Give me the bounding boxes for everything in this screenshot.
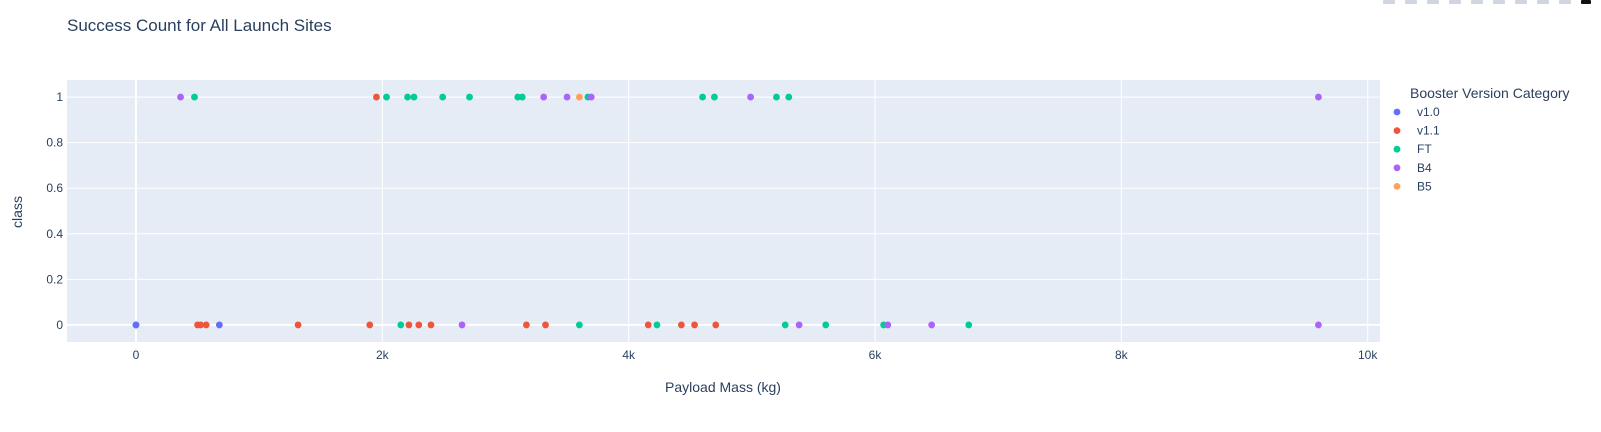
data-point[interactable] — [523, 321, 530, 329]
data-point[interactable] — [518, 93, 526, 101]
data-point[interactable] — [699, 93, 706, 101]
plot-area[interactable] — [67, 80, 1380, 342]
legend-item[interactable]: B4 — [1393, 161, 1432, 175]
data-point[interactable] — [587, 93, 595, 101]
legend-label: v1.1 — [1417, 124, 1440, 138]
data-point[interactable] — [540, 93, 548, 101]
data-point[interactable] — [373, 93, 380, 101]
data-point[interactable] — [575, 321, 583, 329]
plotly-logo-icon[interactable] — [1581, 0, 1591, 4]
data-point[interactable] — [773, 93, 780, 101]
data-point[interactable] — [1315, 93, 1322, 101]
grid-lines — [67, 80, 1380, 342]
x-axis: 0 2k 4k 6k 8k 10k — [133, 348, 1379, 362]
y-tick-label: 0.8 — [46, 136, 63, 150]
data-point[interactable] — [397, 321, 405, 329]
data-point[interactable] — [177, 93, 184, 101]
legend-item[interactable]: FT — [1393, 142, 1433, 156]
y-tick-label: 0 — [56, 318, 63, 332]
series-v1.1[interactable] — [194, 93, 720, 329]
camera-icon[interactable] — [1383, 0, 1395, 4]
data-point[interactable] — [405, 321, 413, 329]
data-point[interactable] — [427, 321, 435, 329]
legend-item[interactable]: B5 — [1393, 179, 1432, 193]
x-tick-label: 6k — [869, 348, 883, 362]
data-point[interactable] — [928, 321, 936, 329]
box-select-icon[interactable] — [1449, 0, 1461, 4]
data-point[interactable] — [785, 93, 793, 101]
legend-marker — [1393, 108, 1401, 116]
data-point[interactable] — [712, 321, 720, 329]
data-point[interactable] — [458, 321, 466, 329]
zoom-icon[interactable] — [1405, 0, 1417, 4]
x-tick-label: 2k — [376, 348, 390, 362]
data-point[interactable] — [439, 93, 447, 101]
legend-marker — [1393, 145, 1401, 153]
y-tick-label: 0.2 — [46, 272, 63, 286]
legend-item[interactable]: v1.1 — [1393, 124, 1440, 138]
data-point[interactable] — [383, 93, 390, 101]
x-tick-label: 8k — [1115, 348, 1129, 362]
legend-title: Booster Version Category — [1410, 85, 1570, 101]
pan-icon[interactable] — [1427, 0, 1439, 4]
y-axis: 0 0.2 0.4 0.6 0.8 1 — [46, 90, 63, 332]
legend[interactable]: Booster Version Category v1.0 v1.1 FT B4 B5 — [1393, 85, 1570, 193]
data-points[interactable] — [132, 93, 1322, 329]
data-point[interactable] — [542, 321, 549, 329]
y-tick-label: 1 — [56, 90, 63, 104]
data-point[interactable] — [691, 321, 698, 329]
legend-marker — [1393, 164, 1401, 172]
data-point[interactable] — [132, 321, 140, 329]
data-point[interactable] — [215, 321, 223, 329]
data-point[interactable] — [965, 321, 973, 329]
legend-label: v1.0 — [1417, 105, 1440, 119]
x-tick-label: 10k — [1358, 348, 1378, 362]
autoscale-icon[interactable] — [1537, 0, 1549, 4]
data-point[interactable] — [294, 321, 302, 329]
series-B4[interactable] — [177, 93, 1322, 329]
chart-title: Success Count for All Launch Sites — [67, 16, 332, 35]
data-point[interactable] — [781, 321, 789, 329]
data-point[interactable] — [410, 93, 418, 101]
data-point[interactable] — [466, 93, 473, 101]
lasso-icon[interactable] — [1471, 0, 1483, 4]
y-tick-label: 0.4 — [46, 227, 63, 241]
data-point[interactable] — [795, 321, 803, 329]
data-point[interactable] — [575, 93, 583, 101]
legend-label: FT — [1417, 142, 1432, 156]
data-point[interactable] — [404, 93, 411, 101]
data-point[interactable] — [822, 321, 830, 329]
data-point[interactable] — [197, 321, 205, 329]
zoom-out-icon[interactable] — [1515, 0, 1527, 4]
legend-label: B4 — [1417, 161, 1432, 175]
series-B5[interactable] — [575, 93, 583, 101]
data-point[interactable] — [415, 321, 423, 329]
x-tick-label: 4k — [622, 348, 636, 362]
data-point[interactable] — [202, 321, 210, 329]
data-point[interactable] — [710, 93, 718, 101]
reset-axes-icon[interactable] — [1559, 0, 1571, 4]
y-tick-label: 0.6 — [46, 181, 63, 195]
data-point[interactable] — [366, 321, 374, 329]
x-axis-title: Payload Mass (kg) — [665, 379, 781, 395]
data-point[interactable] — [884, 321, 892, 329]
data-point[interactable] — [1315, 321, 1322, 329]
data-point[interactable] — [653, 321, 661, 329]
plot-modebar[interactable] — [1383, 0, 1591, 6]
y-axis-title: class — [9, 196, 25, 228]
data-point[interactable] — [677, 321, 685, 329]
zoom-in-icon[interactable] — [1493, 0, 1505, 4]
legend-label: B5 — [1417, 179, 1432, 193]
legend-marker — [1393, 127, 1401, 134]
x-tick-label: 0 — [133, 348, 140, 362]
data-point[interactable] — [563, 93, 571, 101]
data-point[interactable] — [747, 93, 754, 101]
data-point[interactable] — [644, 321, 652, 329]
legend-item[interactable]: v1.0 — [1393, 105, 1440, 119]
series-v1.0[interactable] — [132, 321, 223, 329]
data-point[interactable] — [191, 93, 198, 101]
legend-marker — [1393, 183, 1401, 190]
